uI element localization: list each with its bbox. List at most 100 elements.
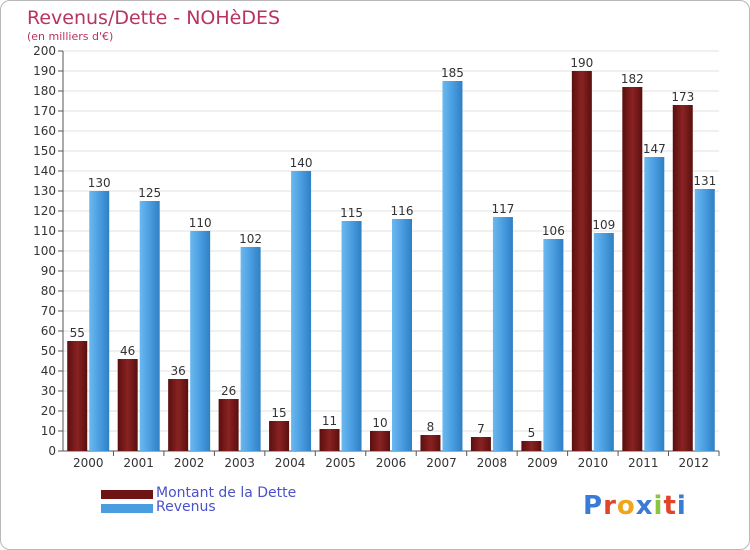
value-label-revenus: 147: [643, 142, 666, 156]
x-tick-label: 2000: [73, 456, 104, 470]
value-label-dette: 182: [621, 72, 644, 86]
bar-revenus: [139, 201, 160, 451]
y-tick-label: 170: [33, 104, 56, 118]
logo-letter: r: [603, 491, 617, 521]
value-label-dette: 15: [271, 406, 286, 420]
x-tick-label: 2009: [527, 456, 558, 470]
bar-revenus: [89, 191, 110, 451]
x-tick-label: 2011: [628, 456, 659, 470]
y-tick-label: 70: [41, 304, 56, 318]
bar-dette: [672, 105, 693, 451]
bar-dette: [67, 341, 88, 451]
bar-dette: [470, 437, 491, 451]
y-tick-label: 120: [33, 204, 56, 218]
value-label-dette: 11: [322, 414, 337, 428]
x-tick-label: 2004: [275, 456, 306, 470]
bar-revenus: [392, 219, 412, 451]
x-tick-label: 2006: [376, 456, 407, 470]
bar-dette: [117, 359, 138, 451]
legend-label-debt: Montant de la Dette: [156, 485, 297, 501]
value-label-revenus: 140: [290, 156, 313, 170]
logo-letter: i: [676, 491, 687, 521]
value-label-revenus: 116: [391, 204, 414, 218]
x-tick-label: 2007: [426, 456, 457, 470]
bar-dette: [269, 421, 290, 451]
gridlines: [63, 50, 719, 452]
value-label-dette: 26: [221, 384, 236, 398]
value-label-dette: 36: [171, 364, 186, 378]
value-labels: 55 130 46 125 36 110 26 102 15 140 11 115 10 116 8 185 7…: [70, 56, 717, 440]
y-tick-label: 60: [41, 324, 56, 338]
y-tick-label: 10: [41, 424, 56, 438]
y-tick-label: 0: [48, 444, 56, 458]
legend-swatch-revenus: [101, 504, 153, 513]
x-tick-label: 2008: [477, 456, 508, 470]
bar-revenus: [291, 171, 312, 451]
x-tick-label: 2003: [224, 456, 255, 470]
value-label-revenus: 185: [441, 66, 464, 80]
chart-title: Revenus/Dette - NOHèDES: [27, 7, 281, 29]
bar-dette: [168, 379, 189, 451]
logo-letter: i: [653, 491, 664, 521]
y-tick-label: 200: [33, 44, 56, 58]
legend-label-revenus: Revenus: [156, 499, 216, 515]
y-tick-label: 20: [41, 404, 56, 418]
value-label-dette: 46: [120, 344, 135, 358]
value-label-revenus: 125: [138, 186, 161, 200]
logo-letter: o: [616, 491, 636, 521]
value-label-revenus: 115: [340, 206, 363, 220]
x-tick-label: 2012: [678, 456, 709, 470]
y-tick-label: 180: [33, 84, 56, 98]
value-label-dette: 190: [570, 56, 593, 70]
bar-revenus: [644, 157, 665, 451]
y-tick-label: 150: [33, 144, 56, 158]
bar-dette: [370, 431, 390, 451]
value-label-dette: 8: [427, 420, 435, 434]
logo-letter: x: [635, 491, 654, 521]
bar-dette: [420, 435, 441, 451]
y-tick-label: 160: [33, 124, 56, 138]
bar-dette: [622, 87, 643, 451]
y-tick-label: 50: [41, 344, 56, 358]
y-tick-label: 110: [33, 224, 56, 238]
y-tick-label: 80: [41, 284, 56, 298]
y-tick-label: 190: [33, 64, 56, 78]
chart-subtitle: (en milliers d'€): [27, 30, 114, 43]
bar-revenus: [492, 217, 513, 451]
value-label-dette: 10: [372, 416, 387, 430]
logo-letter: t: [663, 491, 677, 521]
bar-dette: [319, 429, 340, 451]
bar-revenus: [694, 189, 715, 451]
bar-dette: [571, 71, 592, 451]
value-label-dette: 173: [671, 90, 694, 104]
bar-dette: [521, 441, 542, 451]
y-tick-label: 100: [33, 244, 56, 258]
value-label-dette: 7: [477, 422, 485, 436]
bar-dette: [218, 399, 239, 451]
bar-revenus: [543, 239, 564, 451]
value-label-dette: 55: [70, 326, 85, 340]
bar-revenus: [190, 231, 211, 451]
x-tick-label: 2001: [123, 456, 154, 470]
y-tick-label: 30: [41, 384, 56, 398]
y-tick-label: 90: [41, 264, 56, 278]
proxiti-logo: Proxiti: [583, 491, 687, 521]
value-label-revenus: 109: [592, 218, 615, 232]
value-label-revenus: 130: [88, 176, 111, 190]
bar-revenus: [442, 81, 463, 451]
logo-letter: P: [583, 491, 604, 521]
x-tick-label: 2005: [325, 456, 356, 470]
value-label-revenus: 131: [693, 174, 716, 188]
bar-revenus: [240, 247, 261, 451]
value-label-revenus: 110: [189, 216, 212, 230]
y-tick-label: 140: [33, 164, 56, 178]
bar-revenus: [593, 233, 614, 451]
legend-swatch-debt: [101, 490, 153, 499]
bar-revenus: [341, 221, 362, 451]
value-label-revenus: 102: [239, 232, 262, 246]
bars: [67, 71, 715, 451]
value-label-dette: 5: [528, 426, 536, 440]
axes: 0 10 20 30 40 50 60 70 80 90 100 110 120 130 140 150 160…: [33, 44, 720, 470]
value-label-revenus: 106: [542, 224, 565, 238]
